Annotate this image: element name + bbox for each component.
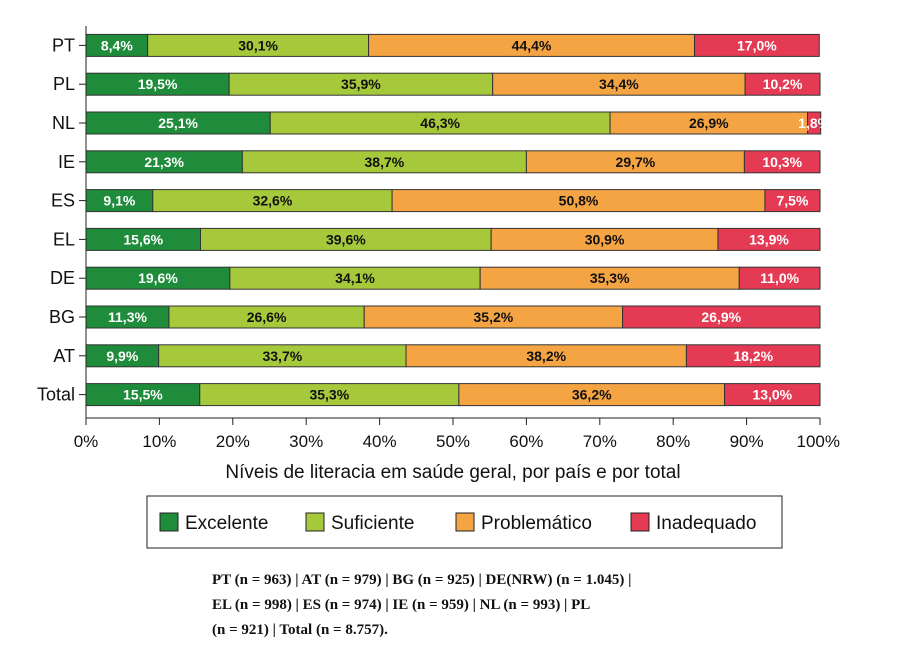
data-label-es-suficiente: 32,6% bbox=[253, 193, 293, 209]
x-tick-label-5: 50% bbox=[436, 432, 470, 451]
legend: Excelente Suficiente Problemático Inadequad… bbox=[146, 495, 783, 549]
data-label-total-inadequado: 13,0% bbox=[752, 387, 792, 403]
category-label-bg: BG bbox=[49, 307, 75, 327]
footnote: PT (n = 963) | AT (n = 979) | BG (n = 92… bbox=[212, 568, 772, 643]
x-tick-label-4: 40% bbox=[363, 432, 397, 451]
x-tick-label-8: 80% bbox=[656, 432, 690, 451]
x-tick-label-3: 30% bbox=[289, 432, 323, 451]
axes-group: PT PL NL IE ES EL DE BG AT Total 0% 10% 20% 30% 40% 50%… bbox=[37, 26, 840, 451]
category-label-el: EL bbox=[53, 229, 75, 249]
data-label-bg-problematico: 35,2% bbox=[474, 309, 514, 325]
data-label-at-inadequado: 18,2% bbox=[733, 348, 773, 364]
category-label-ie: IE bbox=[58, 152, 75, 172]
legend-label-suficiente: Suficiente bbox=[331, 513, 414, 534]
data-label-de-excelente: 19,6% bbox=[138, 270, 178, 286]
data-label-de-inadequado: 11,0% bbox=[760, 270, 799, 286]
data-label-ie-suficiente: 38,7% bbox=[365, 154, 405, 170]
bar-segment-pt-inadequado bbox=[693, 33, 820, 57]
x-tick-label-1: 10% bbox=[142, 432, 176, 451]
x-tick-label-6: 60% bbox=[509, 432, 543, 451]
category-label-es: ES bbox=[51, 191, 75, 211]
legend-swatch-excelente bbox=[159, 512, 179, 532]
data-label-de-problematico: 35,3% bbox=[590, 270, 630, 286]
bar-segment-pl-inadequado bbox=[744, 72, 821, 96]
data-label-nl-suficiente: 46,3% bbox=[420, 115, 460, 131]
stacked-bar-chart: 8,4% 30,1% 44,4% 17,0% 19,5% 35,9% 34,4% 10,2% 2… bbox=[37, 26, 840, 549]
data-label-pl-suficiente: 35,9% bbox=[341, 76, 381, 92]
data-label-bg-suficiente: 26,6% bbox=[247, 309, 287, 325]
data-label-ie-inadequado: 10,3% bbox=[762, 154, 802, 170]
data-label-el-excelente: 15,6% bbox=[123, 231, 163, 247]
footnote-line-1: PT (n = 963) | AT (n = 979) | BG (n = 92… bbox=[212, 572, 632, 588]
bar-segment-es-inadequado bbox=[764, 189, 821, 213]
data-label-es-inadequado: 7,5% bbox=[777, 193, 809, 209]
bar-segment-el-inadequado bbox=[717, 227, 821, 251]
footnote-line-3: (n = 921) | Total (n = 8.757). bbox=[212, 622, 388, 638]
data-label-el-inadequado: 13,9% bbox=[749, 231, 789, 247]
category-label-pt: PT bbox=[52, 35, 75, 55]
category-label-pl: PL bbox=[53, 74, 75, 94]
legend-label-excelente: Excelente bbox=[185, 513, 268, 534]
category-label-nl: NL bbox=[52, 113, 75, 133]
legend-swatch-problematico bbox=[455, 512, 475, 532]
data-label-total-problematico: 36,2% bbox=[572, 387, 612, 403]
data-label-pl-problematico: 34,4% bbox=[599, 76, 639, 92]
data-label-ie-problematico: 29,7% bbox=[616, 154, 656, 170]
data-label-bg-excelente: 11,3% bbox=[108, 309, 147, 325]
bar-segment-bg-inadequado bbox=[622, 305, 821, 329]
data-label-nl-excelente: 25,1% bbox=[158, 115, 198, 131]
bar-segment-total-inadequado bbox=[724, 383, 821, 407]
legend-swatch-inadequado bbox=[630, 512, 650, 532]
category-label-de: DE bbox=[50, 268, 75, 288]
data-label-pt-suficiente: 30,1% bbox=[238, 37, 278, 53]
data-label-total-suficiente: 35,3% bbox=[309, 387, 349, 403]
data-label-pt-inadequado: 17,0% bbox=[737, 37, 777, 53]
data-label-ie-excelente: 21,3% bbox=[144, 154, 184, 170]
legend-item-excelente: Excelente bbox=[159, 512, 268, 534]
data-label-pt-excelente: 8,4% bbox=[101, 37, 133, 53]
category-label-at: AT bbox=[53, 346, 75, 366]
data-label-de-suficiente: 34,1% bbox=[335, 270, 375, 286]
x-tick-label-9: 90% bbox=[730, 432, 764, 451]
bar-segment-ie-inadequado bbox=[743, 150, 821, 174]
data-label-es-problematico: 50,8% bbox=[559, 193, 599, 209]
legend-item-problematico: Problemático bbox=[455, 512, 592, 534]
data-label-pt-problematico: 44,4% bbox=[512, 37, 552, 53]
data-label-bg-inadequado: 26,9% bbox=[701, 309, 741, 325]
data-label-pl-excelente: 19,5% bbox=[138, 76, 178, 92]
bar-segment-at-inadequado bbox=[685, 344, 821, 368]
legend-swatch-suficiente bbox=[305, 512, 325, 532]
legend-label-problematico: Problemático bbox=[481, 513, 592, 534]
data-label-total-excelente: 15,5% bbox=[123, 387, 163, 403]
x-tick-label-2: 20% bbox=[216, 432, 250, 451]
legend-item-suficiente: Suficiente bbox=[305, 512, 414, 534]
data-label-nl-problematico: 26,9% bbox=[689, 115, 729, 131]
bars-group: 8,4% 30,1% 44,4% 17,0% 19,5% 35,9% 34,4% 10,2% 2… bbox=[85, 33, 831, 407]
legend-item-inadequado: Inadequado bbox=[630, 512, 756, 534]
legend-label-inadequado: Inadequado bbox=[656, 513, 756, 534]
data-label-es-excelente: 9,1% bbox=[103, 193, 135, 209]
x-tick-label-0: 0% bbox=[74, 432, 99, 451]
bar-segment-de-inadequado bbox=[738, 266, 821, 290]
x-tick-label-7: 70% bbox=[583, 432, 617, 451]
category-label-total: Total bbox=[37, 385, 75, 405]
x-tick-label-10: 100% bbox=[797, 432, 840, 451]
data-label-el-problematico: 30,9% bbox=[585, 231, 625, 247]
data-label-nl-inadequado: 1,8% bbox=[798, 115, 830, 131]
data-label-at-excelente: 9,9% bbox=[106, 348, 138, 364]
data-label-el-suficiente: 39,6% bbox=[326, 231, 366, 247]
data-label-at-suficiente: 33,7% bbox=[262, 348, 302, 364]
x-axis-label: Níveis de literacia em saúde geral, por … bbox=[225, 462, 680, 483]
data-label-pl-inadequado: 10,2% bbox=[763, 76, 803, 92]
bar-segment-nl-inadequado bbox=[807, 111, 822, 135]
footnote-line-2: EL (n = 998) | ES (n = 974) | IE (n = 95… bbox=[212, 597, 591, 613]
data-label-at-problematico: 38,2% bbox=[526, 348, 566, 364]
